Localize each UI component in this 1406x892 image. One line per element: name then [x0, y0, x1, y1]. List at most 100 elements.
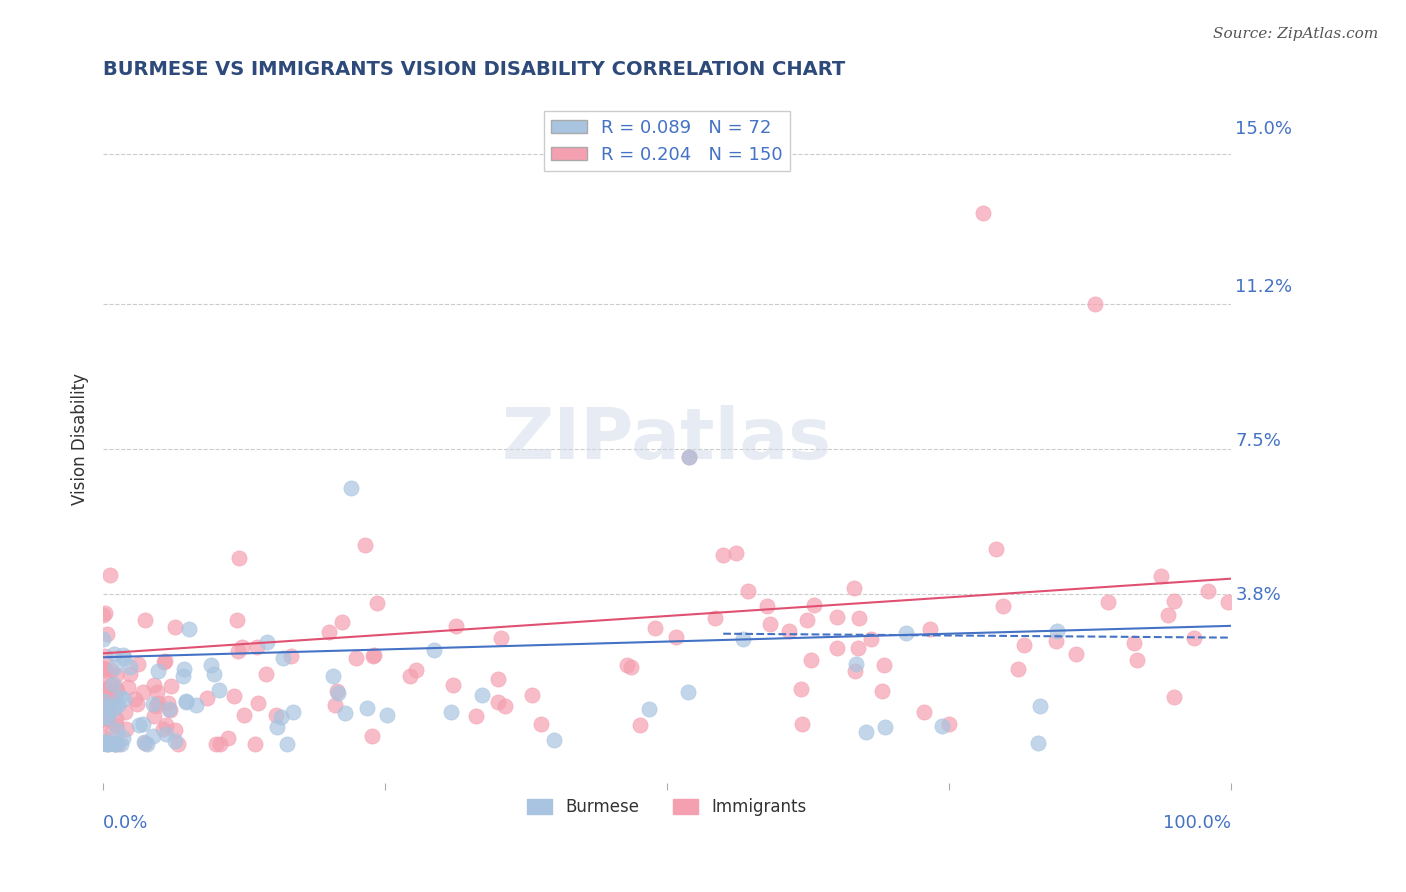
Point [94, 688, 117, 702]
Point [93, 694, 115, 708]
Point [1097, 595, 1119, 609]
Point [163, 620, 186, 634]
Point [91, 660, 114, 674]
Point [96, 683, 118, 698]
Point [825, 640, 848, 655]
Point [778, 624, 800, 638]
Point [441, 678, 464, 692]
Point [226, 613, 249, 627]
Point [471, 688, 494, 702]
Point [254, 667, 277, 681]
Point [724, 546, 747, 560]
Point [91, 708, 114, 723]
Point [91, 712, 114, 726]
Point [101, 724, 124, 739]
Point [153, 655, 176, 669]
Point [711, 548, 734, 562]
Point [488, 672, 510, 686]
Point [93, 683, 115, 698]
Point [494, 698, 516, 713]
Point [489, 632, 512, 646]
Point [104, 660, 127, 674]
Point [855, 724, 877, 739]
Point [172, 668, 194, 682]
Point [97, 699, 120, 714]
Point [931, 719, 953, 733]
Point [163, 733, 186, 747]
Point [134, 736, 156, 750]
Point [91, 699, 114, 714]
Point [322, 668, 344, 682]
Point [157, 702, 180, 716]
Point [96, 627, 118, 641]
Point [94, 736, 117, 750]
Point [405, 663, 427, 677]
Point [323, 698, 346, 713]
Point [873, 658, 896, 673]
Point [91, 715, 114, 730]
Point [733, 632, 755, 647]
Point [217, 731, 239, 745]
Point [105, 713, 128, 727]
Point [105, 681, 128, 695]
Point [100, 663, 122, 677]
Point [135, 737, 157, 751]
Point [91, 730, 114, 744]
Point [208, 737, 231, 751]
Point [233, 707, 256, 722]
Point [105, 668, 128, 682]
Point [665, 631, 688, 645]
Point [340, 481, 363, 495]
Point [145, 685, 167, 699]
Point [860, 632, 883, 646]
Point [366, 595, 388, 609]
Point [146, 696, 169, 710]
Point [326, 686, 349, 700]
Point [644, 621, 666, 635]
Point [678, 450, 700, 464]
Point [984, 542, 1007, 557]
Point [330, 615, 353, 630]
Point [678, 685, 700, 699]
Point [103, 701, 125, 715]
Point [1123, 636, 1146, 650]
Point [638, 702, 661, 716]
Point [356, 701, 378, 715]
Point [1012, 639, 1035, 653]
Point [361, 729, 384, 743]
Point [110, 737, 132, 751]
Point [845, 657, 868, 671]
Point [93, 700, 115, 714]
Text: BURMESE VS IMMIGRANTS VISION DISABILITY CORRELATION CHART: BURMESE VS IMMIGRANTS VISION DISABILITY … [103, 60, 845, 78]
Point [231, 640, 253, 654]
Point [104, 688, 127, 702]
Point [132, 685, 155, 699]
Point [105, 684, 128, 698]
Point [444, 619, 467, 633]
Point [155, 717, 177, 731]
Point [266, 720, 288, 734]
Point [266, 707, 288, 722]
Point [91, 704, 114, 718]
Point [91, 703, 114, 717]
Point [142, 678, 165, 692]
Point [844, 664, 866, 678]
Point [628, 717, 651, 731]
Point [105, 718, 128, 732]
Point [104, 737, 127, 751]
Point [93, 678, 115, 692]
Point [825, 609, 848, 624]
Point [118, 660, 141, 674]
Point [94, 711, 117, 725]
Point [112, 651, 135, 665]
Point [202, 667, 225, 681]
Text: 100.0%: 100.0% [1163, 814, 1230, 832]
Point [93, 682, 115, 697]
Point [91, 608, 114, 623]
Point [163, 723, 186, 737]
Point [142, 698, 165, 712]
Point [93, 709, 115, 723]
Point [103, 697, 125, 711]
Point [792, 717, 814, 731]
Point [200, 657, 222, 672]
